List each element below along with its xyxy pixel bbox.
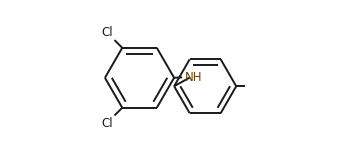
Text: NH: NH bbox=[185, 71, 202, 84]
Text: Cl: Cl bbox=[101, 117, 113, 130]
Text: Cl: Cl bbox=[101, 26, 113, 39]
